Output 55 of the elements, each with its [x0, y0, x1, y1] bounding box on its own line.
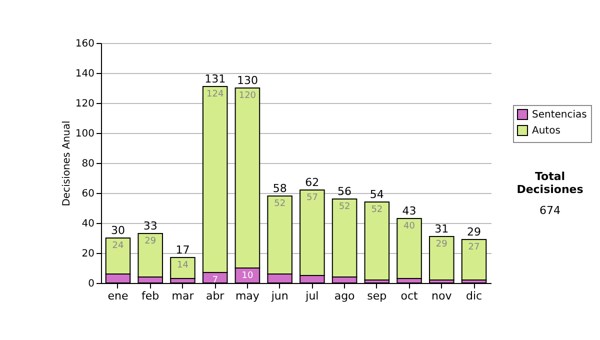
data-label: 40 [404, 222, 416, 232]
total-label: 33 [143, 220, 158, 232]
x-tick-label: mar [172, 290, 194, 302]
x-tick-label: abr [206, 290, 225, 302]
y-tick-label: 0 [88, 278, 94, 290]
x-tick-label: jun [270, 290, 288, 302]
data-label: 27 [468, 242, 480, 252]
y-tick-label: 100 [75, 128, 94, 140]
total-label: 30 [110, 224, 125, 237]
total-label: 17 [176, 244, 190, 256]
data-label: 14 [176, 260, 189, 270]
y-tick-label: 80 [82, 158, 94, 170]
text: 674 [538, 204, 562, 217]
data-label: 10 [242, 271, 254, 281]
total-label: 58 [272, 182, 287, 195]
data-label: 52 [274, 199, 286, 209]
data-label: 29 [436, 240, 448, 250]
x-tick-label: sep [367, 290, 387, 302]
x-tick-label: feb [142, 290, 160, 302]
total-label: 29 [467, 226, 482, 238]
y-tick-label: 140 [75, 68, 94, 80]
total-label: 54 [370, 188, 384, 201]
y-tick-label: 60 [82, 188, 94, 200]
data-label: 24 [112, 241, 124, 251]
x-tick-label: may [235, 290, 260, 302]
y-tick-label: 20 [82, 248, 94, 260]
y-tick-label: 40 [82, 218, 94, 230]
x-tick-label: dic [466, 290, 482, 302]
total-label: 62 [305, 176, 320, 189]
data-label: 124 [206, 90, 224, 100]
bar [461, 239, 487, 280]
legend-label: Autos [532, 126, 560, 136]
data-label: 52 [338, 202, 350, 212]
bar [429, 236, 454, 280]
data-label: 7 [212, 276, 218, 286]
data-label: 52 [371, 205, 383, 215]
total-label: 131 [204, 72, 226, 86]
y-tick-label: 120 [75, 98, 94, 110]
text: Total Decisiones [516, 170, 584, 196]
y-tick-label: 160 [75, 38, 94, 50]
legend-label: Sentencias [532, 110, 587, 120]
total-label: 130 [236, 74, 258, 87]
total-label: 43 [402, 204, 416, 218]
total-label: 31 [434, 222, 449, 236]
data-label: 57 [306, 193, 318, 203]
total-label: 56 [338, 185, 352, 198]
bar [364, 202, 390, 280]
x-tick-label: nov [432, 290, 452, 302]
x-tick-label: oct [400, 290, 419, 302]
x-tick-label: ene [108, 290, 128, 302]
y-axis-title: Decisiones Anual [61, 120, 72, 206]
x-tick-label: ago [334, 290, 356, 302]
x-tick-label: jul [304, 290, 319, 302]
data-label: 120 [238, 91, 256, 101]
data-label: 29 [144, 236, 156, 246]
